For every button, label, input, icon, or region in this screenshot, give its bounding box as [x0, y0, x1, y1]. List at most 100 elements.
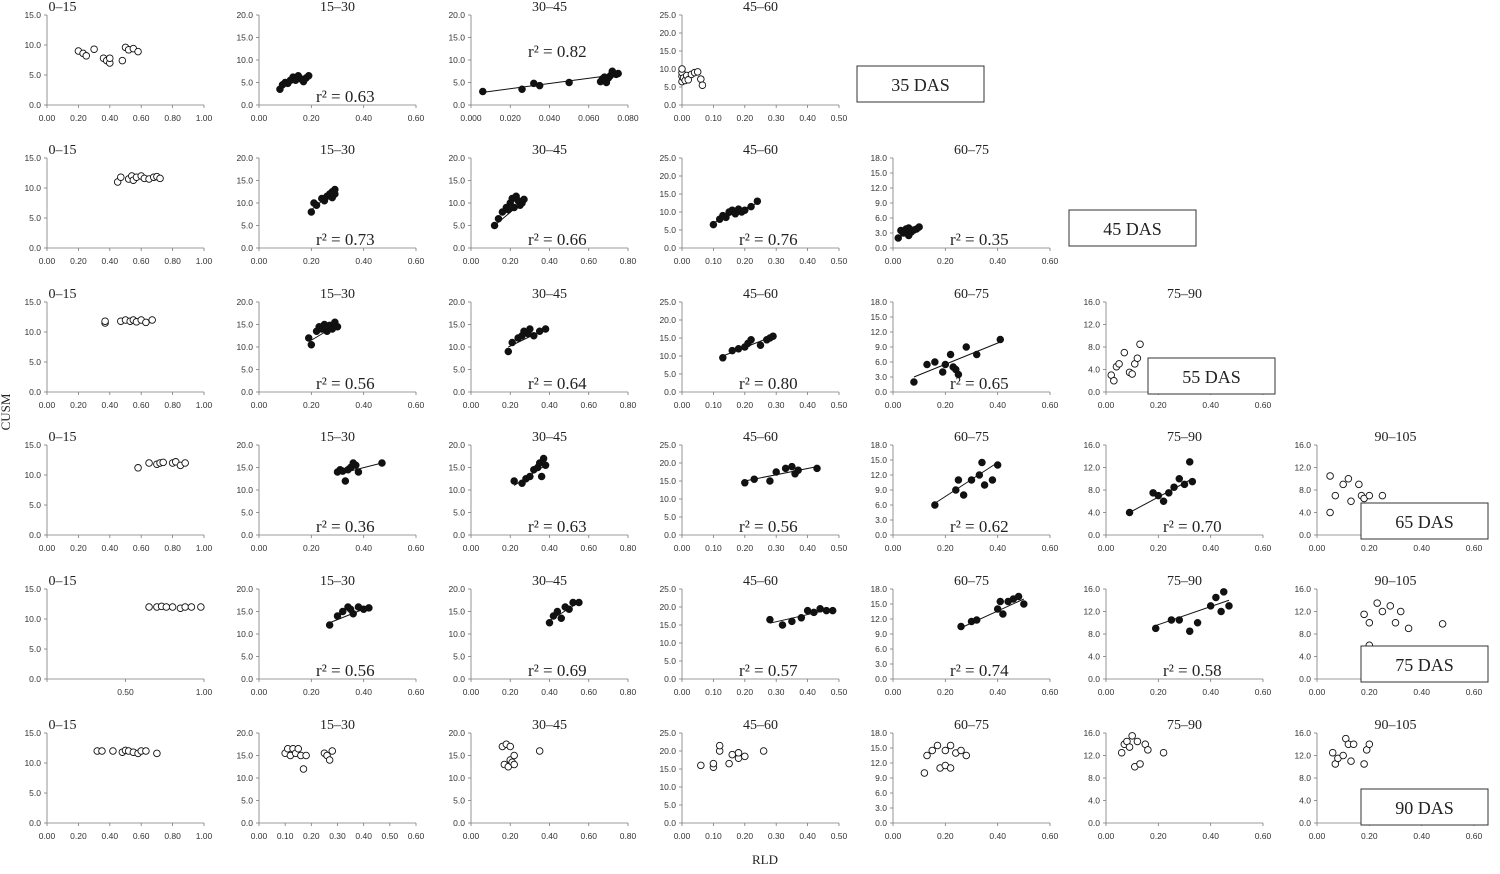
- y-tick-label: 20.0: [659, 315, 676, 325]
- y-tick-label: 6.0: [875, 357, 887, 367]
- x-tick-label: 0.20: [937, 400, 954, 410]
- y-tick-label: 16.0: [1083, 297, 1100, 307]
- x-tick-label: 0.30: [768, 831, 785, 841]
- y-tick-label: 20.0: [659, 602, 676, 612]
- r-squared-label: r² = 0.65: [950, 374, 1009, 393]
- y-tick-label: 4.0: [1088, 652, 1100, 662]
- das-box-frame: [856, 65, 985, 103]
- data-point: [145, 459, 153, 467]
- y-tick-label: 0.0: [1088, 530, 1100, 540]
- y-tick-label: 20.0: [236, 10, 253, 20]
- data-point: [101, 317, 109, 325]
- panel-title: 75–90: [1167, 574, 1202, 589]
- scatter-panel: 0.0 5.0 10.0 15.0 20.0 25.0 0.00 0.10 0.20 0.30 0.…: [659, 287, 847, 410]
- x-tick-label: 0.20: [1361, 687, 1378, 697]
- x-tick-label: 0.40: [799, 113, 816, 123]
- x-tick-label: 0.40: [541, 687, 558, 697]
- data-point: [1404, 624, 1413, 633]
- x-tick-label: 0.20: [737, 113, 754, 123]
- data-point: [931, 358, 939, 366]
- y-tick-label: 10.0: [448, 773, 465, 783]
- data-point: [1133, 354, 1142, 363]
- y-tick-label: 15.0: [24, 153, 41, 163]
- data-point: [153, 749, 161, 758]
- y-tick-label: 10.0: [24, 183, 41, 193]
- r-squared-label: r² = 0.57: [739, 661, 798, 680]
- y-tick-label: 5.0: [664, 800, 676, 810]
- data-point: [769, 332, 777, 340]
- data-point: [508, 338, 516, 347]
- trend-line: [913, 341, 1001, 378]
- das-box-frame: [1360, 788, 1489, 826]
- x-tick-label: 0.00: [39, 543, 56, 553]
- panel-title: 15–30: [320, 574, 355, 589]
- y-tick-label: 12.0: [1294, 607, 1311, 617]
- y-tick-label: 16.0: [1083, 728, 1100, 738]
- y-tick-label: 10.0: [24, 758, 41, 768]
- data-point: [299, 765, 308, 773]
- y-tick-label: 3.0: [875, 515, 887, 525]
- y-tick-label: 15.0: [236, 607, 253, 617]
- data-point: [575, 598, 583, 607]
- data-point: [526, 472, 534, 481]
- y-tick-label: 5.0: [453, 652, 465, 662]
- y-tick-label: 4.0: [1088, 796, 1100, 806]
- scatter-panel: 0.0 5.0 10.0 15.0 20.0 0.00 0.20 0.40 0.60 15–30 r…: [236, 0, 424, 123]
- x-tick-label: 0.80: [620, 543, 637, 553]
- x-tick-label: 0.20: [1150, 687, 1167, 697]
- y-tick-label: 8.0: [1299, 629, 1311, 639]
- data-point: [307, 208, 316, 216]
- x-tick-label: 0.60: [133, 543, 150, 553]
- y-tick-label: 12.0: [1083, 320, 1100, 330]
- y-tick-label: 20.0: [236, 440, 253, 450]
- y-tick-label: 10.0: [448, 342, 465, 352]
- data-point: [1175, 475, 1184, 483]
- y-tick-label: 8.0: [1299, 485, 1311, 495]
- data-point: [999, 610, 1007, 618]
- das-label-box: 90 DAS: [1360, 788, 1489, 826]
- data-point: [946, 741, 955, 750]
- y-tick-label: 15.0: [870, 599, 887, 609]
- y-tick-label: 5.0: [453, 508, 465, 518]
- x-tick-label: 0.80: [620, 687, 637, 697]
- data-point: [349, 610, 357, 618]
- r-squared-label: r² = 0.76: [739, 230, 798, 249]
- x-tick-label: 0.80: [164, 256, 181, 266]
- data-point: [520, 195, 528, 204]
- data-point: [920, 769, 929, 777]
- y-tick-label: 5.0: [29, 70, 41, 80]
- data-point: [750, 475, 758, 483]
- x-tick-label: 0.80: [164, 543, 181, 553]
- data-point: [1331, 491, 1340, 500]
- x-tick-label: 0.60: [1042, 831, 1059, 841]
- x-tick-label: 0.10: [705, 543, 722, 553]
- scatter-panel: 0.0 5.0 10.0 15.0 20.0 0.00 0.20 0.40 0.60 0.80 30…: [448, 718, 636, 841]
- x-tick-label: 0.60: [1255, 400, 1272, 410]
- data-point: [98, 747, 106, 755]
- data-point: [1144, 746, 1152, 754]
- scatter-panel: 0.0 5.0 10.0 15.0 20.0 25.0 0.00 0.10 0.20 0.30 0.…: [659, 718, 847, 841]
- y-tick-label: 5.0: [664, 512, 676, 522]
- y-tick-label: 15.0: [448, 463, 465, 473]
- data-point: [333, 612, 342, 620]
- data-point: [1360, 610, 1368, 619]
- data-point: [1349, 740, 1358, 749]
- data-point: [134, 464, 142, 472]
- y-tick-label: 15.0: [24, 728, 41, 738]
- y-tick-label: 20.0: [448, 153, 465, 163]
- data-point: [709, 220, 718, 229]
- x-tick-label: 0.00: [39, 400, 56, 410]
- y-tick-label: 8.0: [1299, 773, 1311, 783]
- data-point: [741, 206, 749, 214]
- y-tick-label: 9.0: [875, 342, 887, 352]
- x-tick-label: 0.60: [1466, 687, 1483, 697]
- y-tick-label: 0.0: [875, 530, 887, 540]
- data-point: [741, 479, 749, 487]
- x-tick-label: 0.10: [705, 400, 722, 410]
- y-tick-label: 20.0: [659, 171, 676, 181]
- y-tick-label: 12.0: [1294, 751, 1311, 761]
- data-point: [90, 45, 98, 53]
- data-point: [788, 617, 796, 626]
- y-tick-label: 10.0: [448, 55, 465, 65]
- y-tick-label: 18.0: [870, 584, 887, 594]
